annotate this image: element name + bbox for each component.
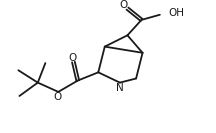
Text: N: N bbox=[116, 83, 124, 93]
Text: O: O bbox=[68, 53, 76, 63]
Text: OH: OH bbox=[168, 8, 184, 18]
Text: O: O bbox=[119, 0, 128, 10]
Text: O: O bbox=[53, 92, 61, 102]
